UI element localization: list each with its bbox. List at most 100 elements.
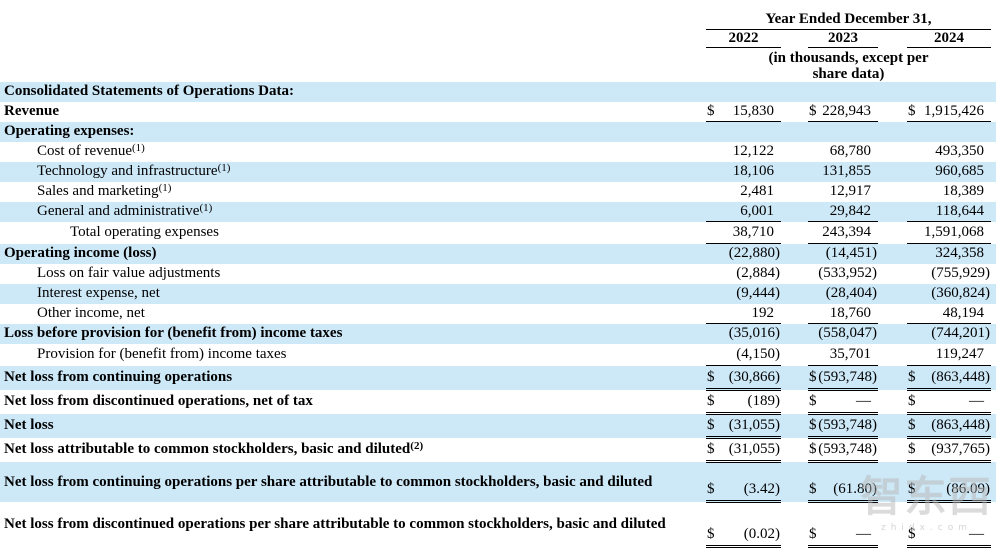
value-2022: $ (3.42) (706, 461, 781, 503)
amount: 18,389 (942, 183, 984, 199)
table-row: Operating expenses: (0, 121, 996, 142)
value-2024: $1,915,426 (907, 101, 991, 122)
table-row: Net loss $ (31,055) $ (593,748) $ (863,448) (0, 413, 996, 439)
amount: (35,016) (728, 325, 780, 342)
value-2024 (907, 81, 991, 102)
amount: (744,201) (931, 325, 990, 342)
amount: (14,451) (825, 245, 877, 262)
value-2023: 29,842 (808, 201, 878, 222)
amount: — (856, 526, 871, 542)
row-label: Technology and infrastructure(1) (0, 161, 706, 182)
row-edge (991, 142, 996, 162)
row-label: Total operating expenses (70, 224, 219, 240)
dollar-sign: $ (809, 102, 817, 119)
value-2023: 68,780 (808, 142, 878, 162)
row-label: Other income, net (37, 305, 145, 321)
value-2024: (744,201) (907, 323, 991, 344)
row-edge (991, 243, 996, 264)
amount: 960,685 (935, 163, 984, 179)
amount: (4,150) (736, 345, 780, 362)
value-2023: (533,952) (808, 264, 878, 284)
dollar-sign: $ (809, 393, 817, 409)
value-2024: $ — (907, 389, 991, 415)
value-2023: $ (61.80) (808, 461, 878, 503)
row-edge (991, 323, 996, 344)
dollar-sign: $ (809, 481, 817, 497)
row-edge (991, 81, 996, 102)
column-gap (878, 161, 907, 182)
row-edge (991, 201, 996, 222)
column-gap (781, 29, 808, 47)
header-spacer (0, 0, 706, 29)
value-2023: (28,404) (808, 283, 878, 304)
row-label: Net loss attributable to common stockhol… (4, 440, 424, 458)
table-row: Sales and marketing(1) 2,481 12,917 18,389 (0, 182, 996, 202)
amount: (863,448) (931, 368, 990, 385)
row-label: Revenue (4, 103, 59, 119)
value-2023: 131,855 (808, 161, 878, 182)
dollar-sign: $ (707, 441, 715, 457)
column-gap (781, 365, 808, 390)
table-row: Consolidated Statements of Operations Da… (0, 81, 996, 102)
amount: (3.42) (743, 481, 780, 497)
value-2024: 960,685 (907, 161, 991, 182)
amount: (28,404) (825, 285, 877, 301)
table-body: Consolidated Statements of Operations Da… (0, 81, 996, 548)
column-gap (781, 390, 808, 414)
column-gap (781, 222, 808, 244)
column-gap (878, 438, 907, 462)
column-gap (781, 201, 808, 222)
edge-spacer (991, 29, 996, 47)
row-label: Net loss from discontinued operations pe… (4, 516, 666, 532)
footnote-marker: (1) (131, 142, 145, 154)
dollar-sign: $ (908, 393, 916, 409)
column-header-2022: 2022 (706, 29, 781, 48)
amount: 35,701 (829, 345, 871, 362)
period-header: Year Ended December 31, (706, 0, 991, 30)
value-2023: $ (593,748) (808, 437, 878, 463)
row-label: Loss before provision for (benefit from)… (0, 323, 706, 344)
amount: — (969, 526, 984, 542)
amount: (558,047) (818, 325, 877, 342)
row-edge (991, 502, 996, 547)
amount: (22,880) (728, 245, 780, 262)
value-2022: (4,150) (706, 343, 781, 366)
value-2022: 6,001 (706, 201, 781, 222)
row-label: Provision for (benefit from) income taxe… (37, 346, 287, 362)
dollar-sign: $ (809, 441, 817, 457)
value-2024: 324,358 (907, 243, 991, 264)
row-edge (991, 283, 996, 304)
column-gap (878, 344, 907, 366)
dollar-sign: $ (707, 481, 715, 497)
value-2022: (22,880) (706, 243, 781, 264)
value-2023: 35,701 (808, 343, 878, 366)
amount: 2,481 (740, 183, 774, 199)
amount: 119,247 (935, 345, 984, 362)
column-gap (878, 81, 907, 102)
amount: 493,350 (935, 143, 984, 159)
column-gap (878, 201, 907, 222)
row-label: Net loss from continuing operations (0, 365, 706, 390)
column-gap (781, 161, 808, 182)
value-2022: $ (0.02) (706, 501, 781, 548)
column-gap (781, 344, 808, 366)
value-2022: 18,106 (706, 161, 781, 182)
dollar-sign: $ (809, 526, 817, 542)
value-2022: $ (31,055) (706, 413, 781, 439)
table-row: Cost of revenue(1) 12,122 68,780 493,350 (0, 142, 996, 162)
amount: (30,866) (728, 368, 780, 385)
value-2024: $ (86.09) (907, 461, 991, 503)
dollar-sign: $ (908, 481, 916, 497)
row-label: Cost of revenue(1) (37, 142, 145, 160)
row-edge (991, 365, 996, 390)
amount: (2,884) (736, 265, 780, 281)
row-edge (991, 102, 996, 122)
footnote-marker: (2) (410, 440, 424, 452)
table-row: Technology and infrastructure(1) 18,106 13… (0, 161, 996, 182)
header-spacer (0, 29, 706, 47)
dollar-sign: $ (707, 102, 715, 119)
amount: 18,760 (829, 304, 871, 321)
amount: — (856, 393, 871, 409)
table-row: Operating income (loss) (22,880) (14,451) 3… (0, 243, 996, 264)
